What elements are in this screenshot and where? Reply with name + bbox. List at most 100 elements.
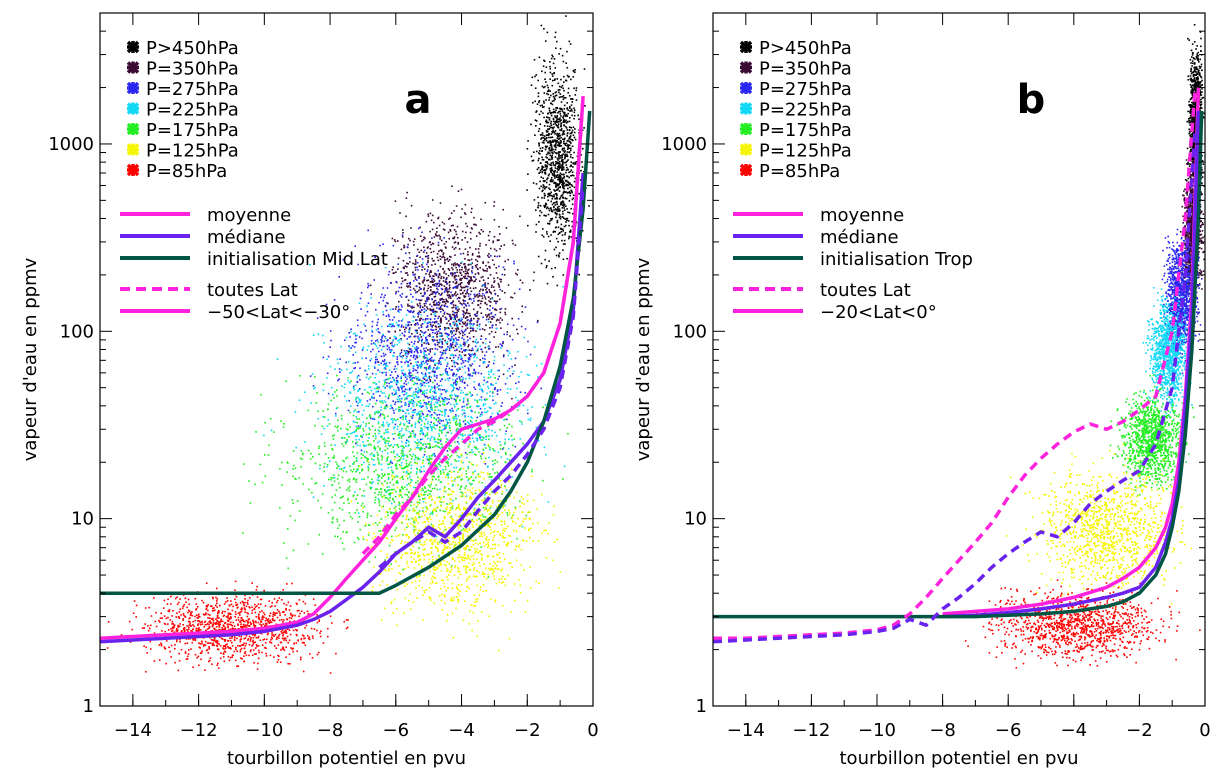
scatter-point (369, 403, 371, 405)
scatter-point (366, 417, 368, 419)
scatter-point (452, 417, 454, 419)
scatter-point (447, 450, 449, 452)
scatter-point (447, 362, 449, 364)
scatter-point (554, 267, 556, 269)
scatter-point (556, 201, 558, 203)
scatter-point (430, 389, 432, 391)
scatter-point (465, 413, 467, 415)
scatter-point (354, 422, 356, 424)
scatter-point (356, 335, 358, 337)
scatter-point (563, 99, 565, 101)
scatter-point (374, 388, 376, 390)
scatter-point (497, 295, 499, 297)
scatter-point (367, 283, 369, 285)
scatter-point (336, 463, 338, 465)
scatter-point (450, 273, 452, 275)
scatter-point (388, 324, 390, 326)
scatter-point (394, 433, 396, 435)
scatter-point (569, 200, 571, 202)
scatter-point (446, 281, 448, 283)
scatter-point (417, 377, 419, 379)
scatter-point (432, 199, 434, 201)
scatter-point (416, 267, 418, 269)
scatter-point (451, 433, 453, 435)
scatter-point (461, 274, 463, 276)
scatter-point (367, 466, 369, 468)
scatter-point (445, 491, 447, 493)
scatter-point (408, 405, 410, 407)
scatter-point (515, 397, 517, 399)
scatter-point (438, 555, 440, 557)
scatter-point (388, 274, 390, 276)
scatter-point (491, 285, 493, 287)
scatter-point (494, 360, 496, 362)
scatter-point (547, 32, 549, 34)
scatter-point (439, 281, 441, 283)
scatter-point (471, 323, 473, 325)
scatter-point (569, 110, 571, 112)
scatter-point (552, 174, 554, 176)
scatter-point (377, 479, 379, 481)
scatter-point (414, 290, 416, 292)
scatter-point (474, 360, 476, 362)
scatter-point (388, 445, 390, 447)
scatter-point (328, 419, 330, 421)
scatter-point (419, 300, 421, 302)
scatter-point (462, 409, 464, 411)
scatter-point (376, 345, 378, 347)
scatter-point (351, 432, 353, 434)
scatter-point (361, 450, 363, 452)
scatter-point (415, 269, 417, 271)
scatter-point (426, 379, 428, 381)
scatter-point (467, 251, 469, 253)
scatter-point (419, 402, 421, 404)
scatter-point (426, 347, 428, 349)
scatter-point (518, 376, 520, 378)
scatter-point (446, 474, 448, 476)
scatter-point (554, 231, 556, 233)
scatter-point (485, 382, 487, 384)
scatter-point (447, 289, 449, 291)
scatter-point (546, 265, 548, 267)
scatter-point (421, 264, 423, 266)
scatter-point (405, 418, 407, 420)
scatter-point (427, 288, 429, 290)
scatter-point (513, 261, 515, 263)
scatter-point (441, 354, 443, 356)
scatter-point (390, 350, 392, 352)
scatter-point (438, 286, 440, 288)
scatter-point (486, 366, 488, 368)
scatter-point (569, 187, 571, 189)
scatter-point (505, 314, 507, 316)
scatter-point (467, 346, 469, 348)
scatter-point (554, 131, 556, 133)
scatter-point (566, 102, 568, 104)
scatter-point (448, 238, 450, 240)
scatter-point (401, 437, 403, 439)
scatter-point (399, 339, 401, 341)
scatter-point (467, 278, 469, 280)
scatter-point (384, 368, 386, 370)
scatter-point (342, 477, 344, 479)
scatter-point (413, 288, 415, 290)
scatter-point (504, 244, 506, 246)
scatter-point (571, 192, 573, 194)
scatter-point (455, 312, 457, 314)
scatter-point (385, 432, 387, 434)
scatter-point (448, 415, 450, 417)
scatter-point (507, 392, 509, 394)
scatter-point (378, 381, 380, 383)
scatter-point (543, 142, 545, 144)
scatter-point (556, 107, 558, 109)
scatter-point (565, 232, 567, 234)
scatter-point (418, 412, 420, 414)
scatter-point (554, 174, 556, 176)
scatter-point (379, 500, 381, 502)
scatter-point (417, 361, 419, 363)
scatter-point (466, 457, 468, 459)
scatter-point (582, 148, 584, 150)
scatter-point (393, 389, 395, 391)
scatter-point (439, 405, 441, 407)
scatter-point (334, 391, 336, 393)
scatter-point (457, 408, 459, 410)
